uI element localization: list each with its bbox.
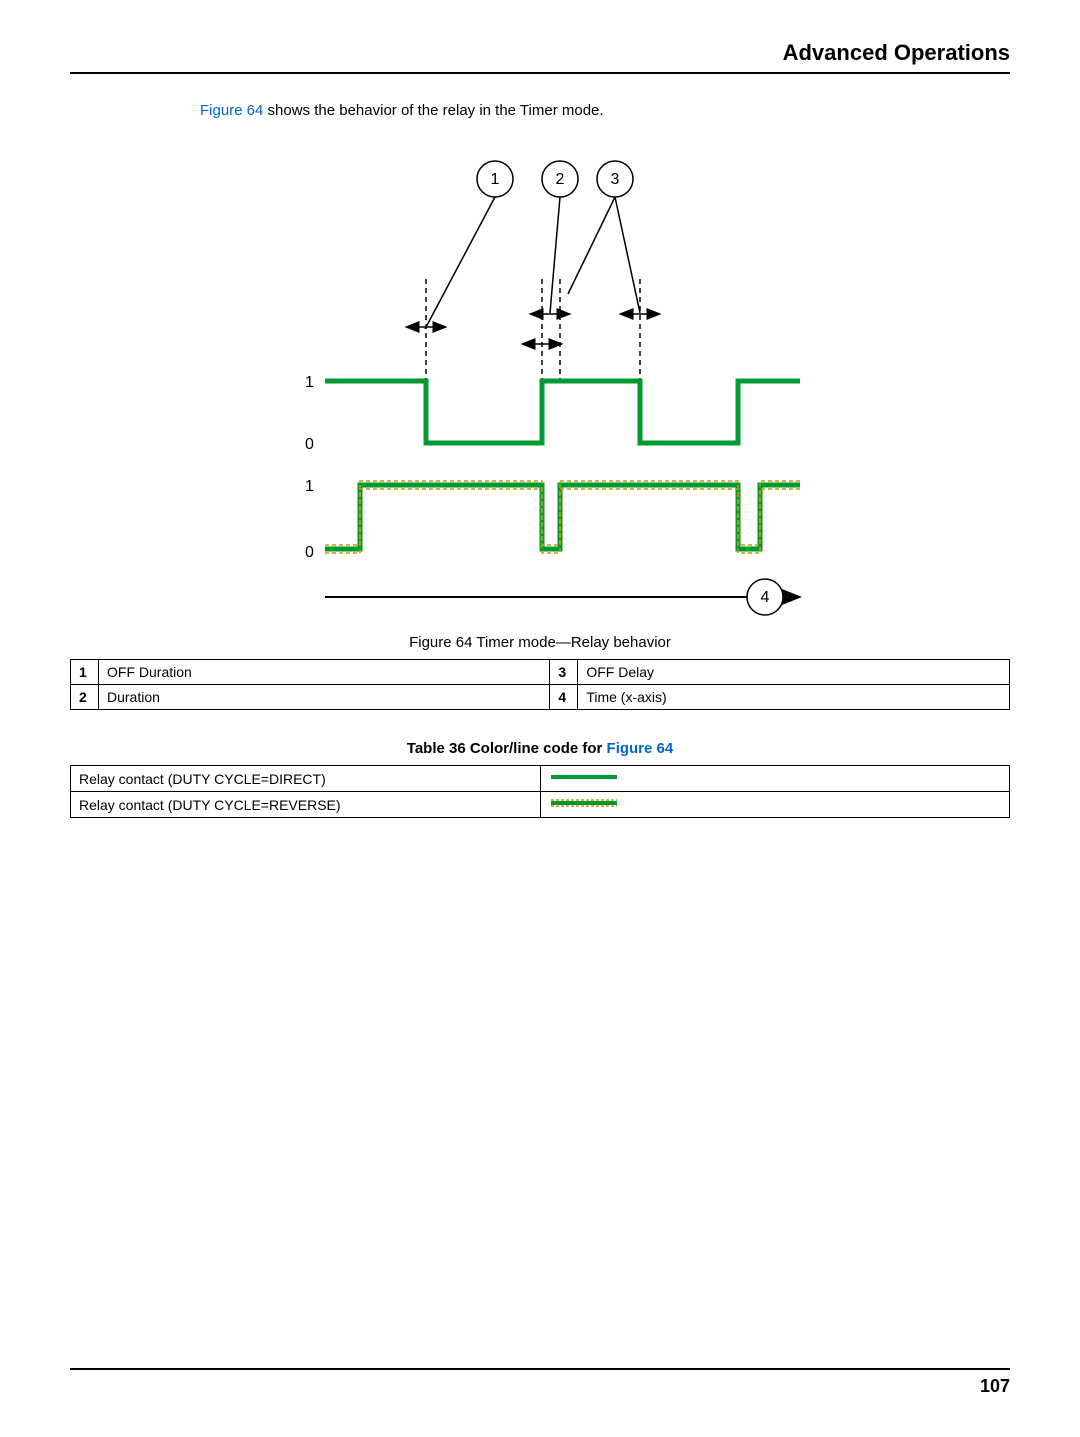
code-label: Relay contact (DUTY CYCLE=DIRECT) (71, 766, 541, 792)
legend-text: OFF Duration (99, 660, 550, 685)
svg-text:4: 4 (761, 589, 770, 606)
code-table-title-prefix: Table 36 Color/line code for (407, 740, 607, 757)
svg-text:1: 1 (305, 374, 314, 391)
legend-num: 4 (550, 685, 578, 710)
code-swatch (540, 766, 1010, 792)
table-row: Relay contact (DUTY CYCLE=DIRECT) (71, 766, 1010, 792)
color-code-table: Relay contact (DUTY CYCLE=DIRECT)Relay c… (70, 765, 1010, 818)
legend-text: OFF Delay (578, 660, 1010, 685)
figure-legend-table: 1OFF Duration3OFF Delay2 Duration4Time (… (70, 659, 1010, 710)
figure-ref-link[interactable]: Figure 64 (200, 102, 263, 119)
figure-diagram: 1 0 1 0 1 2 3 4 (70, 149, 1010, 624)
legend-text: Duration (99, 685, 550, 710)
legend-num: 2 (71, 685, 99, 710)
intro-rest: shows the behavior of the relay in the T… (263, 102, 603, 119)
legend-num: 3 (550, 660, 578, 685)
svg-text:3: 3 (611, 171, 620, 188)
intro-paragraph: Figure 64 shows the behavior of the rela… (200, 102, 1010, 119)
svg-text:0: 0 (305, 544, 314, 561)
page-footer: 107 (70, 1368, 1010, 1397)
code-table-title: Table 36 Color/line code for Figure 64 (70, 740, 1010, 757)
legend-text: Time (x-axis) (578, 685, 1010, 710)
figure-caption: Figure 64 Timer mode—Relay behavior (70, 634, 1010, 651)
code-table-title-link[interactable]: Figure 64 (607, 740, 674, 757)
table-row: Relay contact (DUTY CYCLE=REVERSE) (71, 792, 1010, 818)
svg-text:1: 1 (491, 171, 500, 188)
legend-num: 1 (71, 660, 99, 685)
table-row: 2 Duration4Time (x-axis) (71, 685, 1010, 710)
svg-text:1: 1 (305, 478, 314, 495)
page-number: 107 (980, 1376, 1010, 1396)
code-label: Relay contact (DUTY CYCLE=REVERSE) (71, 792, 541, 818)
code-swatch (540, 792, 1010, 818)
page-header-title: Advanced Operations (70, 40, 1010, 74)
svg-text:2: 2 (556, 171, 565, 188)
table-row: 1OFF Duration3OFF Delay (71, 660, 1010, 685)
svg-text:0: 0 (305, 436, 314, 453)
